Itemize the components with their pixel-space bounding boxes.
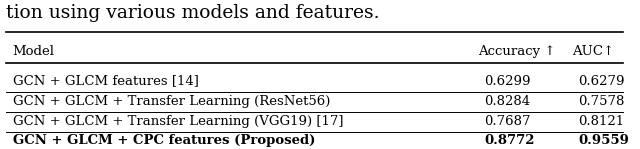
Text: Accuracy ↑: Accuracy ↑ <box>478 45 556 58</box>
Text: GCN + GLCM + Transfer Learning (VGG19) [17]: GCN + GLCM + Transfer Learning (VGG19) [… <box>13 115 343 128</box>
Text: GCN + GLCM + CPC features (Proposed): GCN + GLCM + CPC features (Proposed) <box>13 134 315 147</box>
Text: 0.8121: 0.8121 <box>579 115 625 128</box>
Text: 0.8284: 0.8284 <box>484 95 531 108</box>
Text: AUC↑: AUC↑ <box>572 45 614 58</box>
Text: 0.7687: 0.7687 <box>484 115 531 128</box>
Text: 0.6299: 0.6299 <box>484 75 531 88</box>
Text: 0.8772: 0.8772 <box>484 134 534 147</box>
Text: 0.6279: 0.6279 <box>579 75 625 88</box>
Text: 0.7578: 0.7578 <box>579 95 625 108</box>
Text: 0.9559: 0.9559 <box>579 134 629 147</box>
Text: GCN + GLCM features [14]: GCN + GLCM features [14] <box>13 75 198 88</box>
Text: Model: Model <box>13 45 54 58</box>
Text: GCN + GLCM + Transfer Learning (ResNet56): GCN + GLCM + Transfer Learning (ResNet56… <box>13 95 330 108</box>
Text: tion using various models and features.: tion using various models and features. <box>6 4 380 22</box>
